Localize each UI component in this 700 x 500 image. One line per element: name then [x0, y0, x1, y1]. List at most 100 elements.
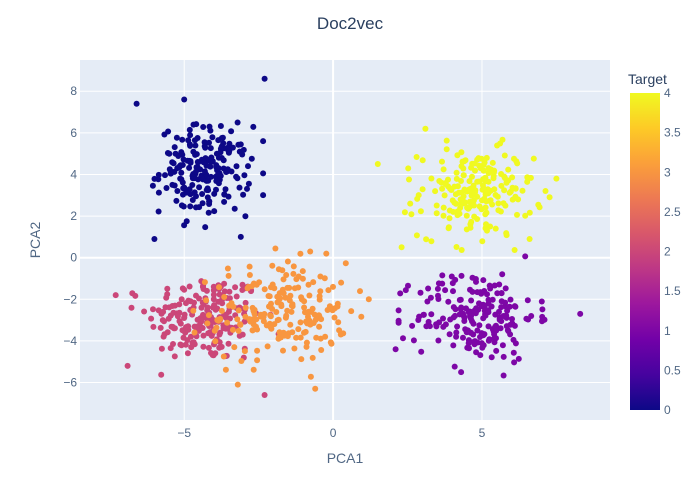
data-point-target-2: [176, 301, 183, 308]
data-point-target-3: [221, 294, 228, 300]
data-point-target-0: [237, 233, 244, 240]
data-point-target-3: [283, 272, 290, 278]
data-point-target-1: [485, 337, 492, 344]
data-point-target-0: [207, 145, 214, 152]
data-point-target-4: [463, 226, 470, 233]
data-point-target-2: [186, 283, 193, 290]
data-point-target-3: [254, 347, 261, 354]
data-point-target-0: [202, 224, 209, 231]
data-point-target-4: [466, 178, 473, 185]
data-point-target-4: [407, 200, 414, 207]
data-point-target-1: [424, 298, 431, 305]
data-point-target-3: [246, 272, 253, 278]
data-point-target-0: [260, 170, 267, 177]
y-tick-label: −2: [63, 292, 77, 306]
data-point-target-3: [313, 334, 320, 341]
data-point-target-1: [461, 318, 468, 324]
data-point-target-3: [254, 357, 261, 364]
data-point-target-0: [192, 168, 199, 175]
data-point-target-4: [419, 186, 426, 193]
data-point-target-3: [250, 307, 257, 314]
data-point-target-1: [465, 340, 472, 347]
data-point-target-3: [288, 308, 295, 315]
data-point-target-0: [187, 132, 194, 139]
data-point-target-1: [457, 306, 464, 312]
data-point-target-1: [488, 354, 495, 361]
data-point-target-2: [210, 291, 217, 298]
data-point-target-3: [295, 326, 302, 333]
data-point-target-1: [446, 331, 453, 338]
data-point-target-3: [293, 334, 300, 341]
y-tick-label: −4: [63, 334, 77, 348]
data-point-target-2: [226, 295, 233, 302]
data-point-target-1: [400, 335, 406, 342]
data-point-target-4: [470, 182, 477, 189]
data-point-target-0: [162, 172, 168, 179]
data-point-target-4: [526, 209, 533, 216]
data-point-target-3: [203, 297, 210, 304]
data-point-target-3: [323, 250, 330, 257]
data-point-target-0: [211, 190, 218, 197]
data-point-target-3: [247, 318, 254, 325]
data-point-target-4: [490, 175, 497, 182]
data-point-target-3: [234, 316, 241, 323]
data-point-target-4: [512, 185, 519, 192]
data-point-target-4: [524, 178, 531, 185]
data-point-target-4: [492, 225, 499, 232]
data-point-target-3: [267, 313, 274, 320]
data-point-target-1: [480, 277, 487, 284]
data-point-target-1: [484, 291, 490, 298]
data-point-target-4: [405, 165, 412, 172]
data-point-target-3: [298, 356, 305, 363]
data-point-target-3: [335, 319, 342, 326]
data-point-target-1: [425, 285, 432, 292]
y-axis-ticks: −6 −4 −2 0 2 4 6 8: [63, 84, 77, 389]
data-point-target-1: [498, 304, 505, 311]
data-point-target-4: [527, 174, 534, 181]
data-point-target-2: [159, 317, 166, 324]
data-point-target-1: [440, 315, 446, 322]
data-point-target-2: [163, 294, 170, 301]
data-point-target-0: [173, 197, 180, 204]
data-point-target-3: [327, 339, 334, 346]
data-point-target-0: [233, 163, 240, 170]
data-point-target-4: [406, 176, 412, 183]
data-point-target-4: [423, 236, 430, 243]
data-point-target-0: [151, 236, 158, 242]
data-point-target-4: [433, 210, 440, 217]
data-point-target-0: [234, 119, 241, 126]
data-point-target-1: [428, 311, 435, 318]
data-point-target-1: [435, 292, 441, 299]
data-point-target-0: [225, 193, 232, 200]
data-point-target-2: [210, 283, 217, 290]
data-point-target-4: [511, 155, 517, 162]
data-point-target-4: [453, 169, 460, 176]
x-tick-label: −5: [177, 426, 191, 440]
data-point-target-3: [310, 279, 317, 286]
data-point-target-4: [432, 188, 439, 195]
data-point-target-0: [261, 75, 268, 82]
data-point-target-2: [196, 295, 202, 302]
data-point-target-4: [489, 201, 496, 208]
data-point-target-2: [219, 300, 226, 307]
data-point-target-4: [374, 161, 381, 167]
data-point-target-1: [500, 313, 507, 319]
data-point-target-2: [194, 323, 200, 330]
data-point-target-4: [483, 189, 490, 196]
data-point-target-1: [507, 296, 514, 303]
data-point-target-1: [442, 287, 449, 294]
data-point-target-0: [196, 184, 203, 191]
data-point-target-2: [218, 343, 225, 350]
data-point-target-3: [231, 344, 238, 351]
data-point-target-0: [260, 192, 267, 199]
data-point-target-3: [284, 284, 291, 291]
data-point-target-0: [240, 191, 247, 198]
data-point-target-3: [220, 353, 227, 360]
data-point-target-1: [470, 331, 477, 338]
data-point-target-2: [225, 340, 232, 347]
data-point-target-3: [307, 321, 314, 328]
data-point-target-4: [479, 197, 485, 204]
data-point-target-3: [269, 305, 276, 312]
data-point-target-2: [158, 371, 165, 378]
